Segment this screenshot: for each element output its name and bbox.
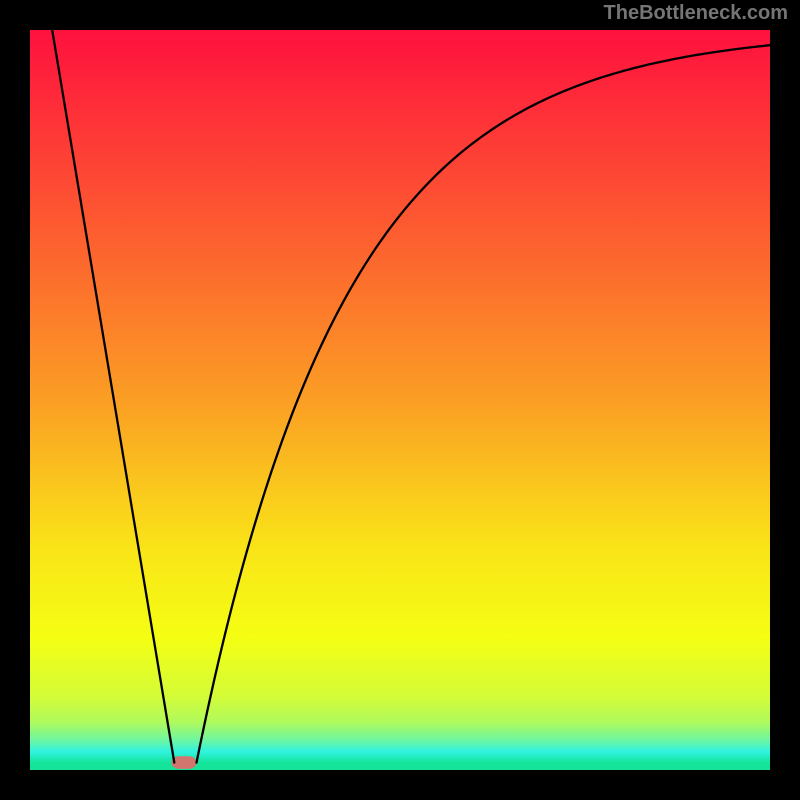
chart-svg — [30, 30, 770, 770]
gradient-background — [30, 30, 770, 770]
chart-container: TheBottleneck.com — [0, 0, 800, 800]
watermark-text: TheBottleneck.com — [604, 2, 788, 25]
plot-area — [30, 30, 770, 770]
